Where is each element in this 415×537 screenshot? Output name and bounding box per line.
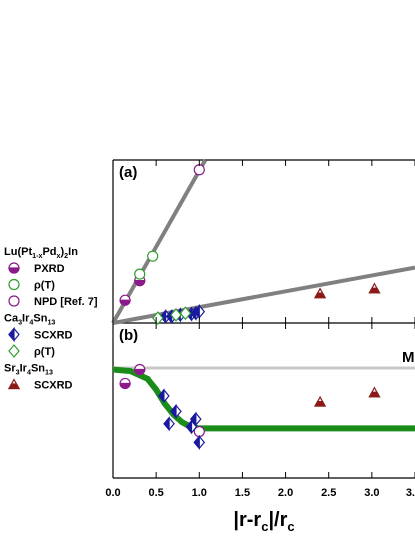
x-tick-label: 2.5	[321, 487, 336, 499]
legend-marker	[8, 295, 20, 307]
legend-label: SCXRD	[34, 330, 73, 342]
line-label: M	[402, 349, 415, 366]
formula-part: Lu(Pt	[4, 246, 32, 258]
marker	[193, 164, 205, 176]
legend-marker	[8, 344, 20, 358]
x-tick-label: 0.5	[148, 487, 163, 499]
marker-fill	[170, 403, 177, 420]
legend-label: NPD [Ref. 7]	[34, 296, 98, 308]
marker-fill	[314, 400, 327, 407]
marker-fill	[119, 382, 131, 389]
legend-label: ρ(T)	[34, 346, 55, 358]
formula-part: )	[60, 246, 64, 258]
formula-part: Sn	[31, 363, 45, 375]
formula-part: Ca	[4, 313, 19, 325]
x-tick-label: 2.0	[278, 487, 293, 499]
marker	[158, 388, 170, 404]
marker	[134, 363, 146, 376]
marker-fill	[7, 383, 21, 390]
legend-label: PXRD	[34, 263, 65, 275]
marker-fill	[134, 368, 146, 376]
marker	[368, 282, 381, 294]
formula-part: Ir	[20, 363, 28, 375]
marker-fill	[193, 303, 200, 320]
marker-outline	[8, 295, 20, 307]
marker	[314, 395, 327, 407]
x-tick-label: 3.	[406, 487, 415, 499]
subscript: 3	[16, 368, 20, 376]
marker-fill	[8, 326, 15, 343]
subscript: 4	[27, 368, 31, 376]
marker-outline	[134, 268, 146, 280]
formula-part: Sr	[4, 363, 16, 375]
legend-marker	[8, 278, 20, 291]
marker	[119, 294, 131, 306]
legend-label: SCXRD	[34, 380, 73, 392]
subscript: 13	[47, 318, 55, 326]
marker	[179, 306, 192, 321]
formula-part: |r-r	[233, 509, 261, 531]
marker-fill	[185, 419, 193, 435]
legend-marker	[7, 378, 21, 390]
x-tick-label: 3.0	[364, 487, 379, 499]
marker	[368, 386, 381, 398]
formula-part: Pd	[42, 246, 56, 258]
marker-outline	[179, 306, 192, 321]
subscript: 4	[29, 318, 33, 326]
marker-fill	[368, 391, 381, 398]
marker-fill	[190, 411, 197, 427]
marker-fill	[368, 287, 381, 294]
marker	[193, 434, 206, 451]
marker	[147, 250, 159, 262]
subscript: 3	[18, 318, 22, 326]
marker-outline	[152, 311, 164, 326]
subscript: c	[261, 519, 268, 534]
x-tick-label: 0.0	[105, 487, 120, 499]
marker-outline	[8, 344, 20, 358]
formula: |r-rc|/rc	[233, 509, 294, 534]
marker	[314, 287, 327, 299]
legend-marker	[8, 326, 20, 343]
marker-fill	[119, 299, 131, 306]
formula: Sr3Ir4Sn13	[4, 363, 53, 377]
marker	[163, 416, 175, 432]
marker-fill	[163, 416, 170, 432]
formula-part: |/r	[268, 509, 287, 531]
fit-line	[112, 366, 415, 432]
marker-outline	[170, 307, 182, 322]
legend-label: ρ(T)	[34, 280, 55, 292]
subscript: 2	[64, 252, 68, 260]
marker	[152, 311, 164, 326]
marker	[170, 403, 182, 420]
marker	[119, 377, 131, 390]
subscript: c	[287, 519, 294, 534]
panel-label: (b)	[119, 327, 138, 344]
marker	[134, 268, 146, 280]
legend-marker	[8, 262, 20, 274]
marker-fill	[8, 267, 20, 274]
subscript: x	[57, 252, 61, 260]
formula-part: In	[68, 246, 78, 258]
formula: Ca3Ir4Sn13	[4, 313, 55, 327]
marker-outline	[193, 164, 205, 176]
subscript: 13	[45, 368, 53, 376]
marker-fill	[158, 388, 165, 404]
subscript: 1-x	[32, 252, 42, 260]
marker-fill	[193, 434, 200, 451]
marker	[190, 411, 202, 427]
marker-fill	[134, 280, 146, 287]
formula-part: Sn	[33, 313, 47, 325]
panel-label: (a)	[119, 164, 137, 181]
x-tick-label: 1.0	[192, 487, 207, 499]
formula-part: Ir	[22, 313, 30, 325]
formula: Lu(Pt1-xPdx)2In	[4, 246, 78, 260]
marker-outline	[8, 278, 20, 291]
marker-fill	[159, 308, 167, 325]
marker	[170, 307, 182, 322]
marker-fill	[314, 292, 327, 299]
x-tick-label: 1.5	[235, 487, 250, 499]
marker-outline	[147, 250, 159, 262]
